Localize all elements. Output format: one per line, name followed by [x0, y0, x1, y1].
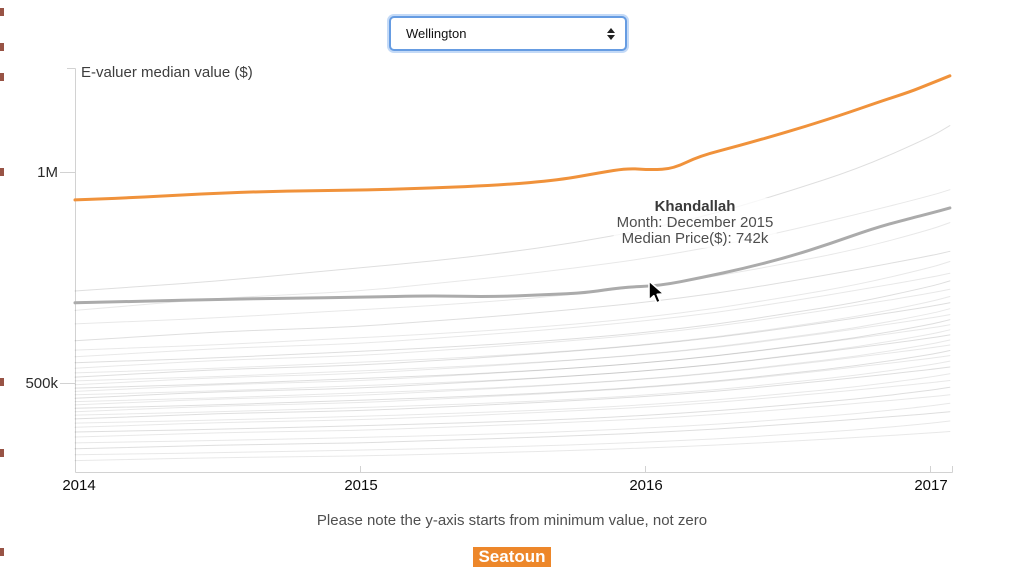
- background-suburb-line[interactable]: [74, 329, 951, 396]
- background-suburb-line[interactable]: [74, 386, 951, 433]
- background-suburb-line[interactable]: [74, 324, 951, 392]
- y-tick-label-500k: 500k: [25, 375, 58, 392]
- background-suburb-line[interactable]: [74, 394, 951, 438]
- series-line-seatoun[interactable]: [73, 74, 952, 202]
- background-suburb-line[interactable]: [74, 261, 951, 351]
- y-axis-note: Please note the y-axis starts from minim…: [316, 512, 708, 529]
- y-tick-label-1m: 1M: [37, 164, 58, 181]
- select-stepper-icon: [607, 27, 615, 40]
- background-suburb-line[interactable]: [74, 288, 951, 369]
- background-suburb-line[interactable]: [74, 402, 951, 444]
- y-axis-line: [60, 68, 76, 473]
- background-suburb-line[interactable]: [74, 339, 951, 403]
- background-suburb-line[interactable]: [74, 411, 951, 450]
- x-tick-label-2017: 2017: [914, 477, 948, 494]
- background-suburb-line[interactable]: [74, 189, 951, 311]
- x-axis-line: [75, 466, 953, 473]
- background-suburb-line[interactable]: [74, 360, 951, 416]
- edge-artifact: [0, 8, 4, 16]
- selected-suburb-wrap: Seatoun: [0, 547, 1024, 567]
- background-suburb-line[interactable]: [74, 302, 951, 378]
- tooltip-month: Month: December 2015: [616, 214, 774, 231]
- background-suburb-line[interactable]: [74, 344, 951, 406]
- background-suburb-line[interactable]: [74, 250, 951, 342]
- background-suburb-line[interactable]: [74, 366, 951, 420]
- edge-artifact: [0, 548, 4, 556]
- background-suburb-line[interactable]: [74, 334, 951, 399]
- edge-artifact: [0, 449, 4, 457]
- edge-artifact: [0, 73, 4, 81]
- x-tick-label-2016: 2016: [629, 477, 663, 494]
- background-suburb-line[interactable]: [74, 319, 951, 389]
- background-suburb-line[interactable]: [74, 308, 951, 382]
- x-tick-label-2015: 2015: [344, 477, 378, 494]
- region-select-value: Wellington: [406, 26, 467, 41]
- background-suburb-line[interactable]: [74, 355, 951, 413]
- background-suburb-line[interactable]: [74, 125, 951, 292]
- background-suburb-line[interactable]: [74, 431, 951, 462]
- series-line-khandallah[interactable]: [73, 206, 952, 305]
- selected-suburb-badge: Seatoun: [473, 547, 551, 567]
- background-suburb-line[interactable]: [74, 373, 951, 424]
- hover-tooltip: Khandallah Month: December 2015 Median P…: [613, 198, 777, 248]
- tooltip-suburb-name: Khandallah: [654, 198, 736, 215]
- tooltip-median-price: Median Price($): 742k: [621, 230, 769, 247]
- edge-artifact: [0, 43, 4, 51]
- y-axis-title: E-valuer median value ($): [81, 64, 253, 81]
- background-suburb-line[interactable]: [74, 314, 951, 386]
- edge-artifact: [0, 378, 4, 386]
- background-suburb-line[interactable]: [74, 296, 951, 374]
- background-suburb-line[interactable]: [74, 272, 951, 358]
- background-suburb-line[interactable]: [74, 350, 951, 409]
- region-select[interactable]: Wellington: [389, 16, 627, 51]
- edge-artifact: [0, 168, 4, 176]
- background-suburb-line[interactable]: [74, 280, 951, 364]
- background-suburb-line[interactable]: [74, 222, 951, 325]
- background-suburb-line[interactable]: [74, 420, 951, 456]
- background-suburb-line[interactable]: [74, 380, 951, 428]
- x-tick-label-2014: 2014: [62, 477, 96, 494]
